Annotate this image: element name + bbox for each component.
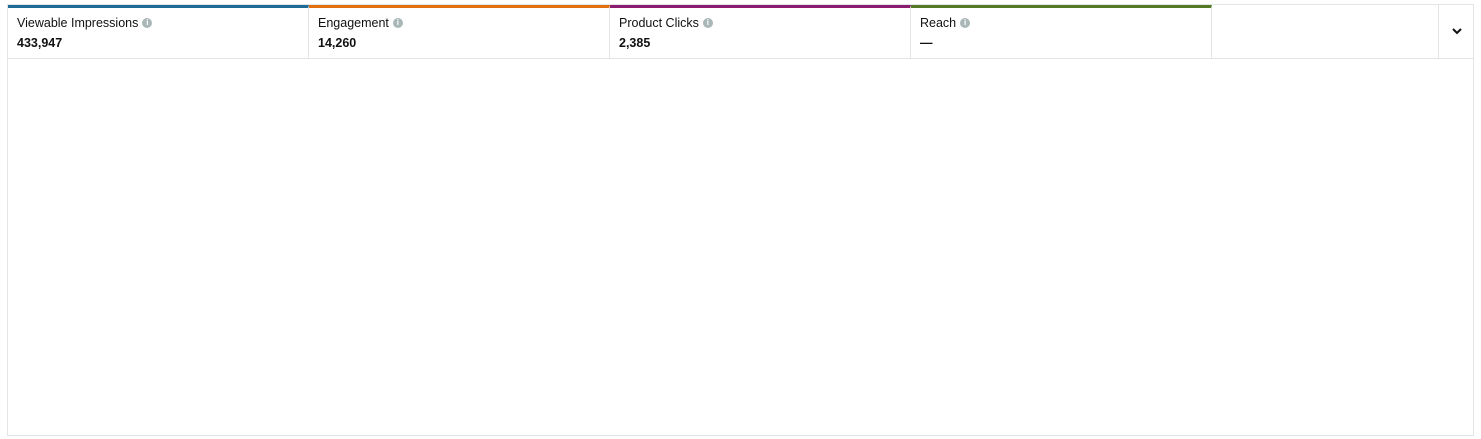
performance-panel: Viewable Impressions i 433,947 Engagemen…	[7, 4, 1474, 436]
metric-tile-engagement[interactable]: Engagement i 14,260	[309, 5, 610, 59]
metric-value: 2,385	[619, 36, 651, 50]
info-circle-icon[interactable]: i	[392, 18, 403, 28]
metric-tile-viewable-impressions[interactable]: Viewable Impressions i 433,947	[8, 5, 309, 59]
chevron-down-icon	[1451, 28, 1462, 35]
expand-toggle-button[interactable]	[1438, 5, 1474, 59]
info-circle-icon[interactable]: i	[702, 18, 713, 28]
metric-tile-empty	[1212, 5, 1438, 59]
metric-value: 14,260	[318, 36, 357, 50]
metric-tile-product-clicks[interactable]: Product Clicks i 2,385	[610, 5, 911, 59]
metric-value: —	[920, 36, 933, 50]
metric-name: Viewable Impressions	[17, 16, 139, 30]
metric-name: Reach	[920, 16, 957, 30]
metric-value: 433,947	[17, 36, 63, 50]
metric-tile-reach[interactable]: Reach i —	[911, 5, 1212, 59]
metric-name: Product Clicks	[619, 16, 699, 30]
info-circle-icon[interactable]: i	[960, 18, 971, 28]
info-circle-icon[interactable]: i	[142, 18, 153, 28]
metric-name: Engagement	[318, 16, 389, 30]
metrics-bar: Viewable Impressions i 433,947 Engagemen…	[8, 5, 1438, 59]
